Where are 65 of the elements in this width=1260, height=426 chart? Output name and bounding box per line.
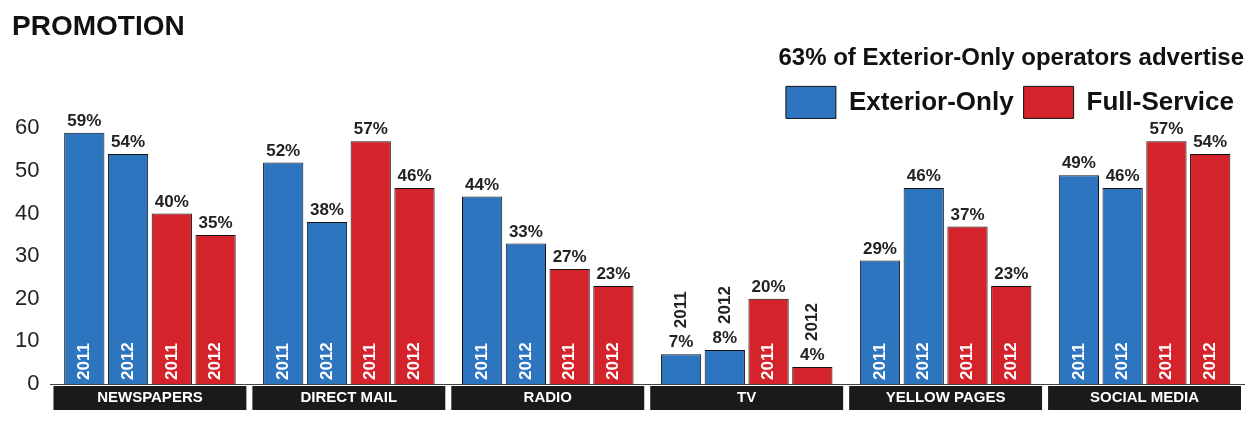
data-label: 46% bbox=[397, 166, 432, 186]
data-label: 29% bbox=[862, 238, 897, 258]
y-tick-label: 40 bbox=[14, 199, 40, 225]
legend-label: Full-Service bbox=[1086, 85, 1235, 116]
data-label: 46% bbox=[1105, 166, 1140, 186]
data-label: 4% bbox=[800, 345, 825, 365]
annotation: 2011 bbox=[471, 343, 491, 380]
data-label: 20% bbox=[751, 276, 786, 296]
annotation: 2012 bbox=[1112, 342, 1132, 380]
data-label: 38% bbox=[309, 200, 344, 220]
annotation: 2012 bbox=[404, 342, 424, 380]
data-label: 27% bbox=[552, 247, 587, 267]
annotation: 2011 bbox=[360, 343, 380, 380]
annotation: 2011 bbox=[559, 343, 579, 380]
x-tick-label: YELLOW PAGES bbox=[885, 388, 1006, 406]
y-tick-label: 0 bbox=[27, 370, 40, 396]
data-label: 7% bbox=[668, 332, 694, 352]
annotation: 2012 bbox=[1000, 342, 1020, 380]
data-label: 46% bbox=[906, 166, 941, 186]
data-label: 44% bbox=[465, 174, 500, 194]
data-label: 35% bbox=[198, 213, 233, 233]
data-label: 23% bbox=[994, 264, 1029, 284]
annotation: 2012 bbox=[117, 342, 137, 380]
data-label: 57% bbox=[353, 119, 388, 139]
data-label: 8% bbox=[712, 328, 738, 348]
x-tick-label: NEWSPAPERS bbox=[97, 388, 203, 406]
annotation: 2012 bbox=[1199, 342, 1219, 380]
annotation: 2012 bbox=[316, 342, 336, 380]
data-label: 54% bbox=[111, 132, 146, 152]
y-tick-label: 50 bbox=[14, 157, 40, 183]
annotation: 2012 bbox=[714, 286, 734, 324]
data-label: 23% bbox=[596, 264, 631, 284]
annotation: 2011 bbox=[272, 343, 292, 380]
data-label: 33% bbox=[508, 221, 543, 241]
x-tick-label: RADIO bbox=[523, 388, 573, 406]
chart-subtitle: 63% of Exterior-Only operators advertise bbox=[778, 42, 1244, 70]
y-tick-label: 30 bbox=[14, 242, 40, 268]
annotation: 2012 bbox=[603, 342, 623, 380]
data-label: 52% bbox=[266, 140, 301, 160]
annotation: 2011 bbox=[869, 343, 889, 380]
annotation: 2011 bbox=[1156, 343, 1176, 380]
annotation: 2012 bbox=[205, 342, 225, 380]
data-label: 57% bbox=[1149, 119, 1184, 139]
y-tick-label: 10 bbox=[14, 327, 40, 353]
y-tick-label: 60 bbox=[14, 114, 40, 140]
annotation: 2011 bbox=[73, 343, 93, 380]
annotation: 2011 bbox=[1068, 343, 1088, 380]
y-tick-label: 20 bbox=[14, 284, 40, 310]
data-label: 59% bbox=[67, 110, 102, 130]
x-tick-label: SOCIAL MEDIA bbox=[1090, 388, 1200, 406]
annotation: 2012 bbox=[913, 342, 933, 380]
legend-label: Exterior-Only bbox=[848, 85, 1015, 116]
annotation: 2012 bbox=[802, 303, 822, 341]
x-tick-label: TV bbox=[737, 388, 757, 406]
data-label: 40% bbox=[154, 191, 189, 211]
chart-title: PROMOTION bbox=[12, 9, 185, 41]
annotation: 2011 bbox=[161, 343, 181, 380]
x-tick-label: DIRECT MAIL bbox=[300, 388, 398, 406]
annotation: 2011 bbox=[957, 343, 977, 380]
data-label: 37% bbox=[950, 204, 985, 224]
annotation: 2011 bbox=[670, 291, 690, 329]
data-label: 54% bbox=[1193, 132, 1228, 152]
annotation: 2012 bbox=[515, 342, 535, 380]
annotation: 2011 bbox=[758, 343, 778, 380]
data-label: 49% bbox=[1061, 153, 1096, 173]
